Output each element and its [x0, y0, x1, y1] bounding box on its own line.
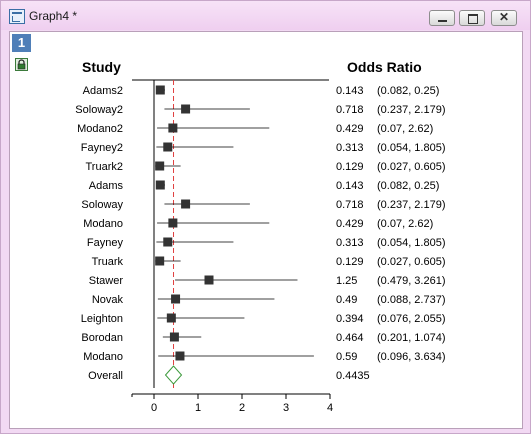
- confidence-interval: (0.027, 0.605): [377, 256, 446, 268]
- odds-ratio-marker: [163, 237, 173, 247]
- confidence-interval: (0.07, 2.62): [377, 123, 433, 135]
- maximize-button[interactable]: [459, 10, 485, 26]
- graph-page[interactable]: 1 Study Odds Ratio Adams2 0.143 (0.082, 0.…: [9, 31, 523, 429]
- odds-ratio-marker: [168, 123, 178, 133]
- study-label: Truark: [92, 256, 124, 268]
- x-tick-label: 2: [239, 402, 245, 414]
- layer-tab[interactable]: 1: [12, 34, 31, 52]
- confidence-interval: (0.076, 2.055): [377, 313, 446, 325]
- odds-ratio-marker: [204, 275, 214, 285]
- study-label: Borodan: [81, 332, 123, 344]
- odds-ratio-marker: [155, 161, 165, 171]
- odds-ratio-value: 0.464: [336, 332, 364, 344]
- odds-ratio-marker: [155, 180, 165, 190]
- overall-label: Overall: [88, 370, 123, 382]
- minimize-button[interactable]: [429, 10, 455, 26]
- study-label: Modano2: [77, 123, 123, 135]
- confidence-interval: (0.088, 2.737): [377, 294, 446, 306]
- study-label: Soloway2: [75, 104, 123, 116]
- odds-ratio-value: 0.429: [336, 218, 364, 230]
- header-odds-ratio: Odds Ratio: [347, 59, 422, 75]
- confidence-interval: (0.479, 3.261): [377, 275, 446, 287]
- odds-ratio-value: 0.59: [336, 351, 357, 363]
- odds-ratio-marker: [181, 104, 191, 114]
- study-label: Novak: [92, 294, 124, 306]
- odds-ratio-value: 1.25: [336, 275, 357, 287]
- odds-ratio-value: 0.394: [336, 313, 364, 325]
- study-label: Stawer: [89, 275, 124, 287]
- confidence-interval: (0.201, 1.074): [377, 332, 446, 344]
- study-label: Truark2: [86, 161, 124, 173]
- confidence-interval: (0.082, 0.25): [377, 180, 439, 192]
- odds-ratio-marker: [168, 218, 178, 228]
- confidence-interval: (0.096, 3.634): [377, 351, 446, 363]
- odds-ratio-marker: [181, 199, 191, 209]
- odds-ratio-marker: [169, 332, 179, 342]
- study-label: Fayney: [87, 237, 124, 249]
- odds-ratio-value: 0.129: [336, 256, 364, 268]
- odds-ratio-value: 0.718: [336, 199, 364, 211]
- study-label: Leighton: [81, 313, 123, 325]
- overall-value: 0.4435: [336, 370, 370, 382]
- x-tick-label: 1: [195, 402, 201, 414]
- title-bar[interactable]: Graph4 * ✕: [1, 1, 530, 30]
- odds-ratio-marker: [171, 294, 181, 304]
- overall-diamond: [164, 365, 183, 385]
- maximize-icon: [468, 14, 478, 24]
- x-tick-label: 4: [327, 402, 333, 414]
- odds-ratio-marker: [166, 313, 176, 323]
- odds-ratio-marker: [163, 142, 173, 152]
- confidence-interval: (0.054, 1.805): [377, 237, 446, 249]
- odds-ratio-marker: [155, 256, 165, 266]
- close-button[interactable]: ✕: [491, 10, 517, 26]
- close-icon: ✕: [498, 10, 510, 24]
- odds-ratio-value: 0.143: [336, 85, 364, 97]
- study-label: Adams2: [83, 85, 123, 97]
- odds-ratio-marker: [155, 85, 165, 95]
- study-label: Fayney2: [81, 142, 123, 154]
- x-tick-label: 0: [151, 402, 157, 414]
- odds-ratio-value: 0.129: [336, 161, 364, 173]
- minimize-icon: [438, 20, 447, 22]
- odds-ratio-marker: [175, 351, 185, 361]
- study-label: Modano: [83, 218, 123, 230]
- odds-ratio-value: 0.49: [336, 294, 357, 306]
- forest-plot: Study Odds Ratio Adams2 0.143 (0.082, 0.25…: [75, 59, 446, 414]
- confidence-interval: (0.054, 1.805): [377, 142, 446, 154]
- odds-ratio-value: 0.429: [336, 123, 364, 135]
- confidence-interval: (0.07, 2.62): [377, 218, 433, 230]
- confidence-interval: (0.082, 0.25): [377, 85, 439, 97]
- odds-ratio-value: 0.313: [336, 237, 364, 249]
- x-tick-label: 3: [283, 402, 289, 414]
- odds-ratio-value: 0.313: [336, 142, 364, 154]
- study-label: Adams: [89, 180, 124, 192]
- confidence-interval: (0.027, 0.605): [377, 161, 446, 173]
- study-label: Soloway: [81, 199, 123, 211]
- study-label: Modano: [83, 351, 123, 363]
- odds-ratio-value: 0.718: [336, 104, 364, 116]
- graph-window-icon: [9, 9, 25, 24]
- window-title: Graph4 *: [29, 9, 78, 23]
- header-study: Study: [82, 59, 121, 75]
- confidence-interval: (0.237, 2.179): [377, 104, 446, 116]
- odds-ratio-value: 0.143: [336, 180, 364, 192]
- lock-icon[interactable]: [15, 58, 28, 71]
- confidence-interval: (0.237, 2.179): [377, 199, 446, 211]
